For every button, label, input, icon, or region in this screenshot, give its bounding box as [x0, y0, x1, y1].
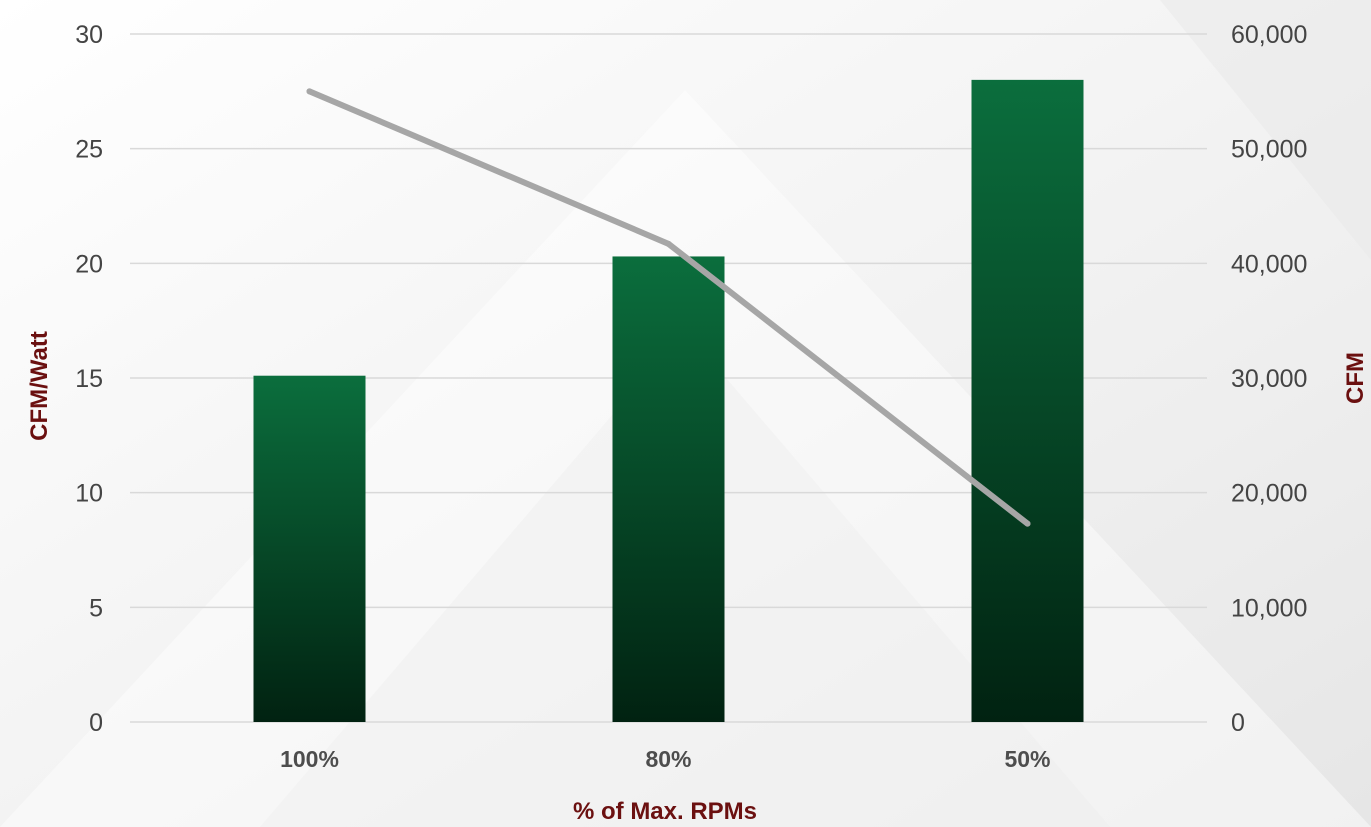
left-y-axis-title: CFM/Watt [26, 331, 53, 441]
right-y-tick-label: 60,000 [1231, 21, 1307, 49]
x-category-label: 50% [1004, 746, 1050, 772]
bar [971, 79, 1084, 722]
x-axis-title: % of Max. RPMs [573, 798, 757, 825]
right-y-tick-label: 40,000 [1231, 250, 1307, 278]
left-y-tick-label: 30 [75, 21, 103, 49]
right-y-axis-title: CFM [1342, 352, 1369, 404]
x-axis-categories: 100% 80% 50% [280, 746, 1050, 772]
right-y-tick-label: 20,000 [1231, 480, 1307, 508]
line-point [306, 88, 313, 95]
right-y-tick-label: 0 [1231, 709, 1245, 737]
left-y-tick-label: 25 [75, 136, 103, 164]
line-point [1024, 520, 1031, 527]
left-y-tick-label: 15 [75, 365, 103, 393]
left-y-tick-label: 20 [75, 250, 103, 278]
line-series [306, 88, 1031, 527]
left-y-axis-ticks: 0 5 10 15 20 25 30 [75, 21, 103, 737]
right-y-tick-label: 30,000 [1231, 365, 1307, 393]
bar-series [253, 79, 1084, 722]
x-category-label: 80% [645, 746, 691, 772]
right-y-tick-label: 10,000 [1231, 594, 1307, 622]
left-y-tick-label: 10 [75, 480, 103, 508]
x-category-label: 100% [280, 746, 339, 772]
bar [253, 375, 366, 722]
bar [612, 256, 725, 722]
line-point [665, 240, 672, 247]
left-y-tick-label: 0 [89, 709, 103, 737]
left-y-tick-label: 5 [89, 594, 103, 622]
right-y-tick-label: 50,000 [1231, 136, 1307, 164]
right-y-axis-ticks: 0 10,000 20,000 30,000 40,000 50,000 60,000 [1231, 21, 1307, 737]
